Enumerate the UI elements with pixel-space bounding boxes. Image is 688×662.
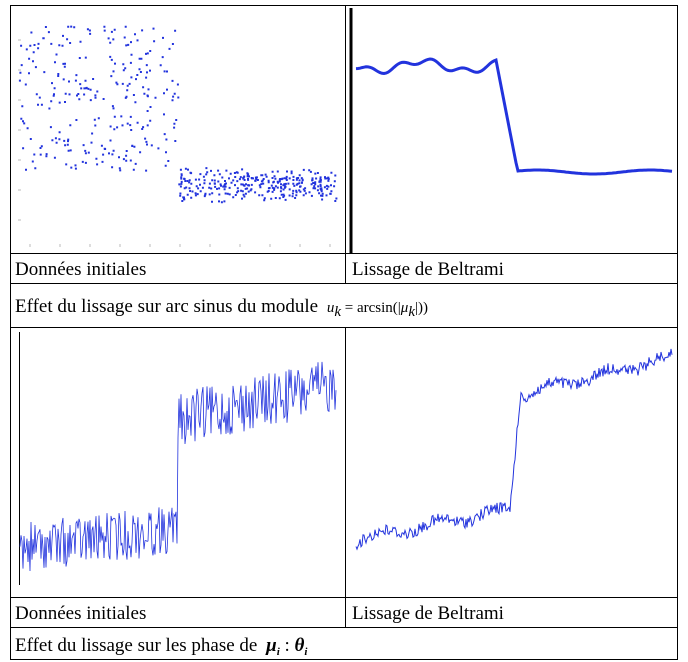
cell-label: Données initiales bbox=[15, 259, 146, 280]
caption-text: Effet du lissage sur les phase de bbox=[15, 635, 262, 656]
formula: μ bbox=[265, 635, 277, 656]
caption: Effet du lissage sur les phase de μi : θ… bbox=[15, 635, 308, 658]
formula: i bbox=[277, 646, 281, 658]
caption-text: Effet du lissage sur arc sinus du module bbox=[15, 296, 323, 317]
formula: k bbox=[408, 304, 415, 320]
formula: = arcsin(| bbox=[341, 300, 401, 316]
scatter-points bbox=[18, 25, 338, 204]
smooth-line bbox=[355, 348, 673, 551]
formula: μ bbox=[400, 300, 409, 316]
formula: |)) bbox=[415, 300, 428, 316]
caption: Effet du lissage sur arc sinus du module… bbox=[15, 296, 428, 320]
table-borders bbox=[10, 5, 678, 660]
formula: : bbox=[280, 635, 295, 656]
noisy-line bbox=[19, 361, 337, 572]
formula: u bbox=[327, 300, 335, 316]
cell-label: Lissage de Beltrami bbox=[352, 259, 504, 280]
cell-label: Données initiales bbox=[15, 603, 146, 624]
formula: k bbox=[334, 304, 341, 320]
formula: i bbox=[304, 646, 308, 658]
formula: θ bbox=[295, 635, 305, 656]
cell-label: Lissage de Beltrami bbox=[352, 603, 504, 624]
curve bbox=[355, 57, 673, 176]
plots bbox=[18, 25, 673, 572]
